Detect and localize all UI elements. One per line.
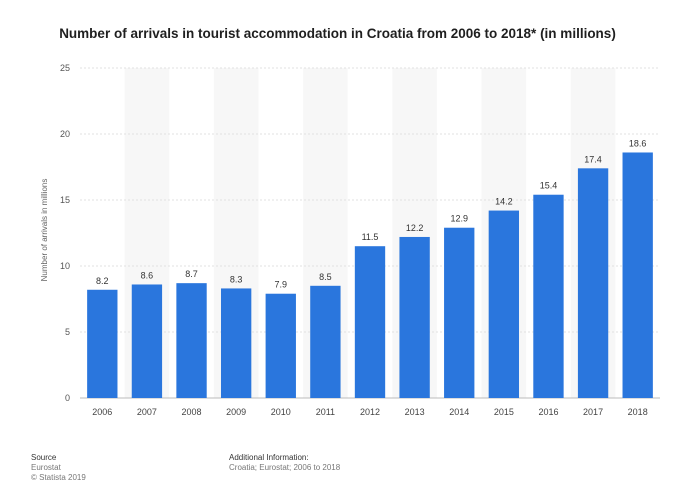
y-tick-labels: 0 5 10 15 20 25 bbox=[60, 63, 70, 403]
footer-source: Source Eurostat © Statista 2019 bbox=[31, 453, 86, 483]
data-label: 15.4 bbox=[540, 181, 558, 191]
x-tick-label: 2015 bbox=[494, 407, 514, 417]
data-label: 8.6 bbox=[141, 270, 154, 280]
y-tick-label: 20 bbox=[60, 129, 70, 139]
bar[interactable] bbox=[310, 286, 340, 398]
source-heading: Source bbox=[31, 453, 86, 463]
y-axis-label: Number of arrivals in millions bbox=[40, 179, 49, 282]
bar[interactable] bbox=[399, 237, 429, 398]
bar[interactable] bbox=[489, 211, 519, 398]
bar[interactable] bbox=[533, 195, 563, 398]
x-tick-label: 2007 bbox=[137, 407, 157, 417]
data-label: 8.3 bbox=[230, 274, 243, 284]
data-label: 7.9 bbox=[275, 280, 288, 290]
x-tick-label: 2008 bbox=[182, 407, 202, 417]
bar[interactable] bbox=[444, 228, 474, 398]
y-tick-label: 10 bbox=[60, 261, 70, 271]
data-label: 18.6 bbox=[629, 138, 647, 148]
x-tick-label: 2013 bbox=[405, 407, 425, 417]
bars bbox=[87, 152, 653, 398]
copyright: © Statista 2019 bbox=[31, 473, 86, 483]
x-tick-label: 2012 bbox=[360, 407, 380, 417]
data-label: 12.2 bbox=[406, 223, 424, 233]
bar[interactable] bbox=[623, 152, 653, 398]
data-label: 17.4 bbox=[584, 154, 602, 164]
x-tick-label: 2011 bbox=[316, 407, 335, 417]
x-tick-label: 2010 bbox=[271, 407, 291, 417]
bar[interactable] bbox=[221, 288, 251, 398]
data-label: 8.5 bbox=[319, 272, 332, 282]
data-label: 8.7 bbox=[185, 269, 198, 279]
info-heading: Additional Information: bbox=[229, 453, 340, 463]
x-tick-labels: 2006 2007 2008 2009 2010 2011 2012 2013 2014 2015… bbox=[92, 407, 647, 417]
data-label: 11.5 bbox=[362, 232, 379, 242]
bar[interactable] bbox=[355, 246, 385, 398]
x-tick-label: 2014 bbox=[449, 407, 469, 417]
x-tick-label: 2017 bbox=[583, 407, 603, 417]
y-tick-label: 15 bbox=[60, 195, 70, 205]
source-name[interactable]: Eurostat bbox=[31, 463, 86, 473]
bar[interactable] bbox=[176, 283, 206, 398]
y-tick-label: 5 bbox=[65, 327, 70, 337]
x-tick-label: 2009 bbox=[226, 407, 246, 417]
bar[interactable] bbox=[132, 284, 162, 398]
data-label: 12.9 bbox=[450, 214, 468, 224]
data-label: 8.2 bbox=[96, 276, 109, 286]
info-text: Croatia; Eurostat; 2006 to 2018 bbox=[229, 463, 340, 473]
bar[interactable] bbox=[87, 290, 117, 398]
data-label: 14.2 bbox=[495, 197, 513, 207]
y-tick-label: 0 bbox=[65, 393, 70, 403]
y-tick-label: 25 bbox=[60, 63, 70, 73]
footer-additional-info: Additional Information: Croatia; Eurosta… bbox=[229, 453, 340, 473]
bar[interactable] bbox=[266, 294, 296, 398]
x-tick-label: 2018 bbox=[628, 407, 648, 417]
bar[interactable] bbox=[578, 168, 608, 398]
x-tick-label: 2016 bbox=[538, 407, 558, 417]
x-tick-label: 2006 bbox=[92, 407, 112, 417]
